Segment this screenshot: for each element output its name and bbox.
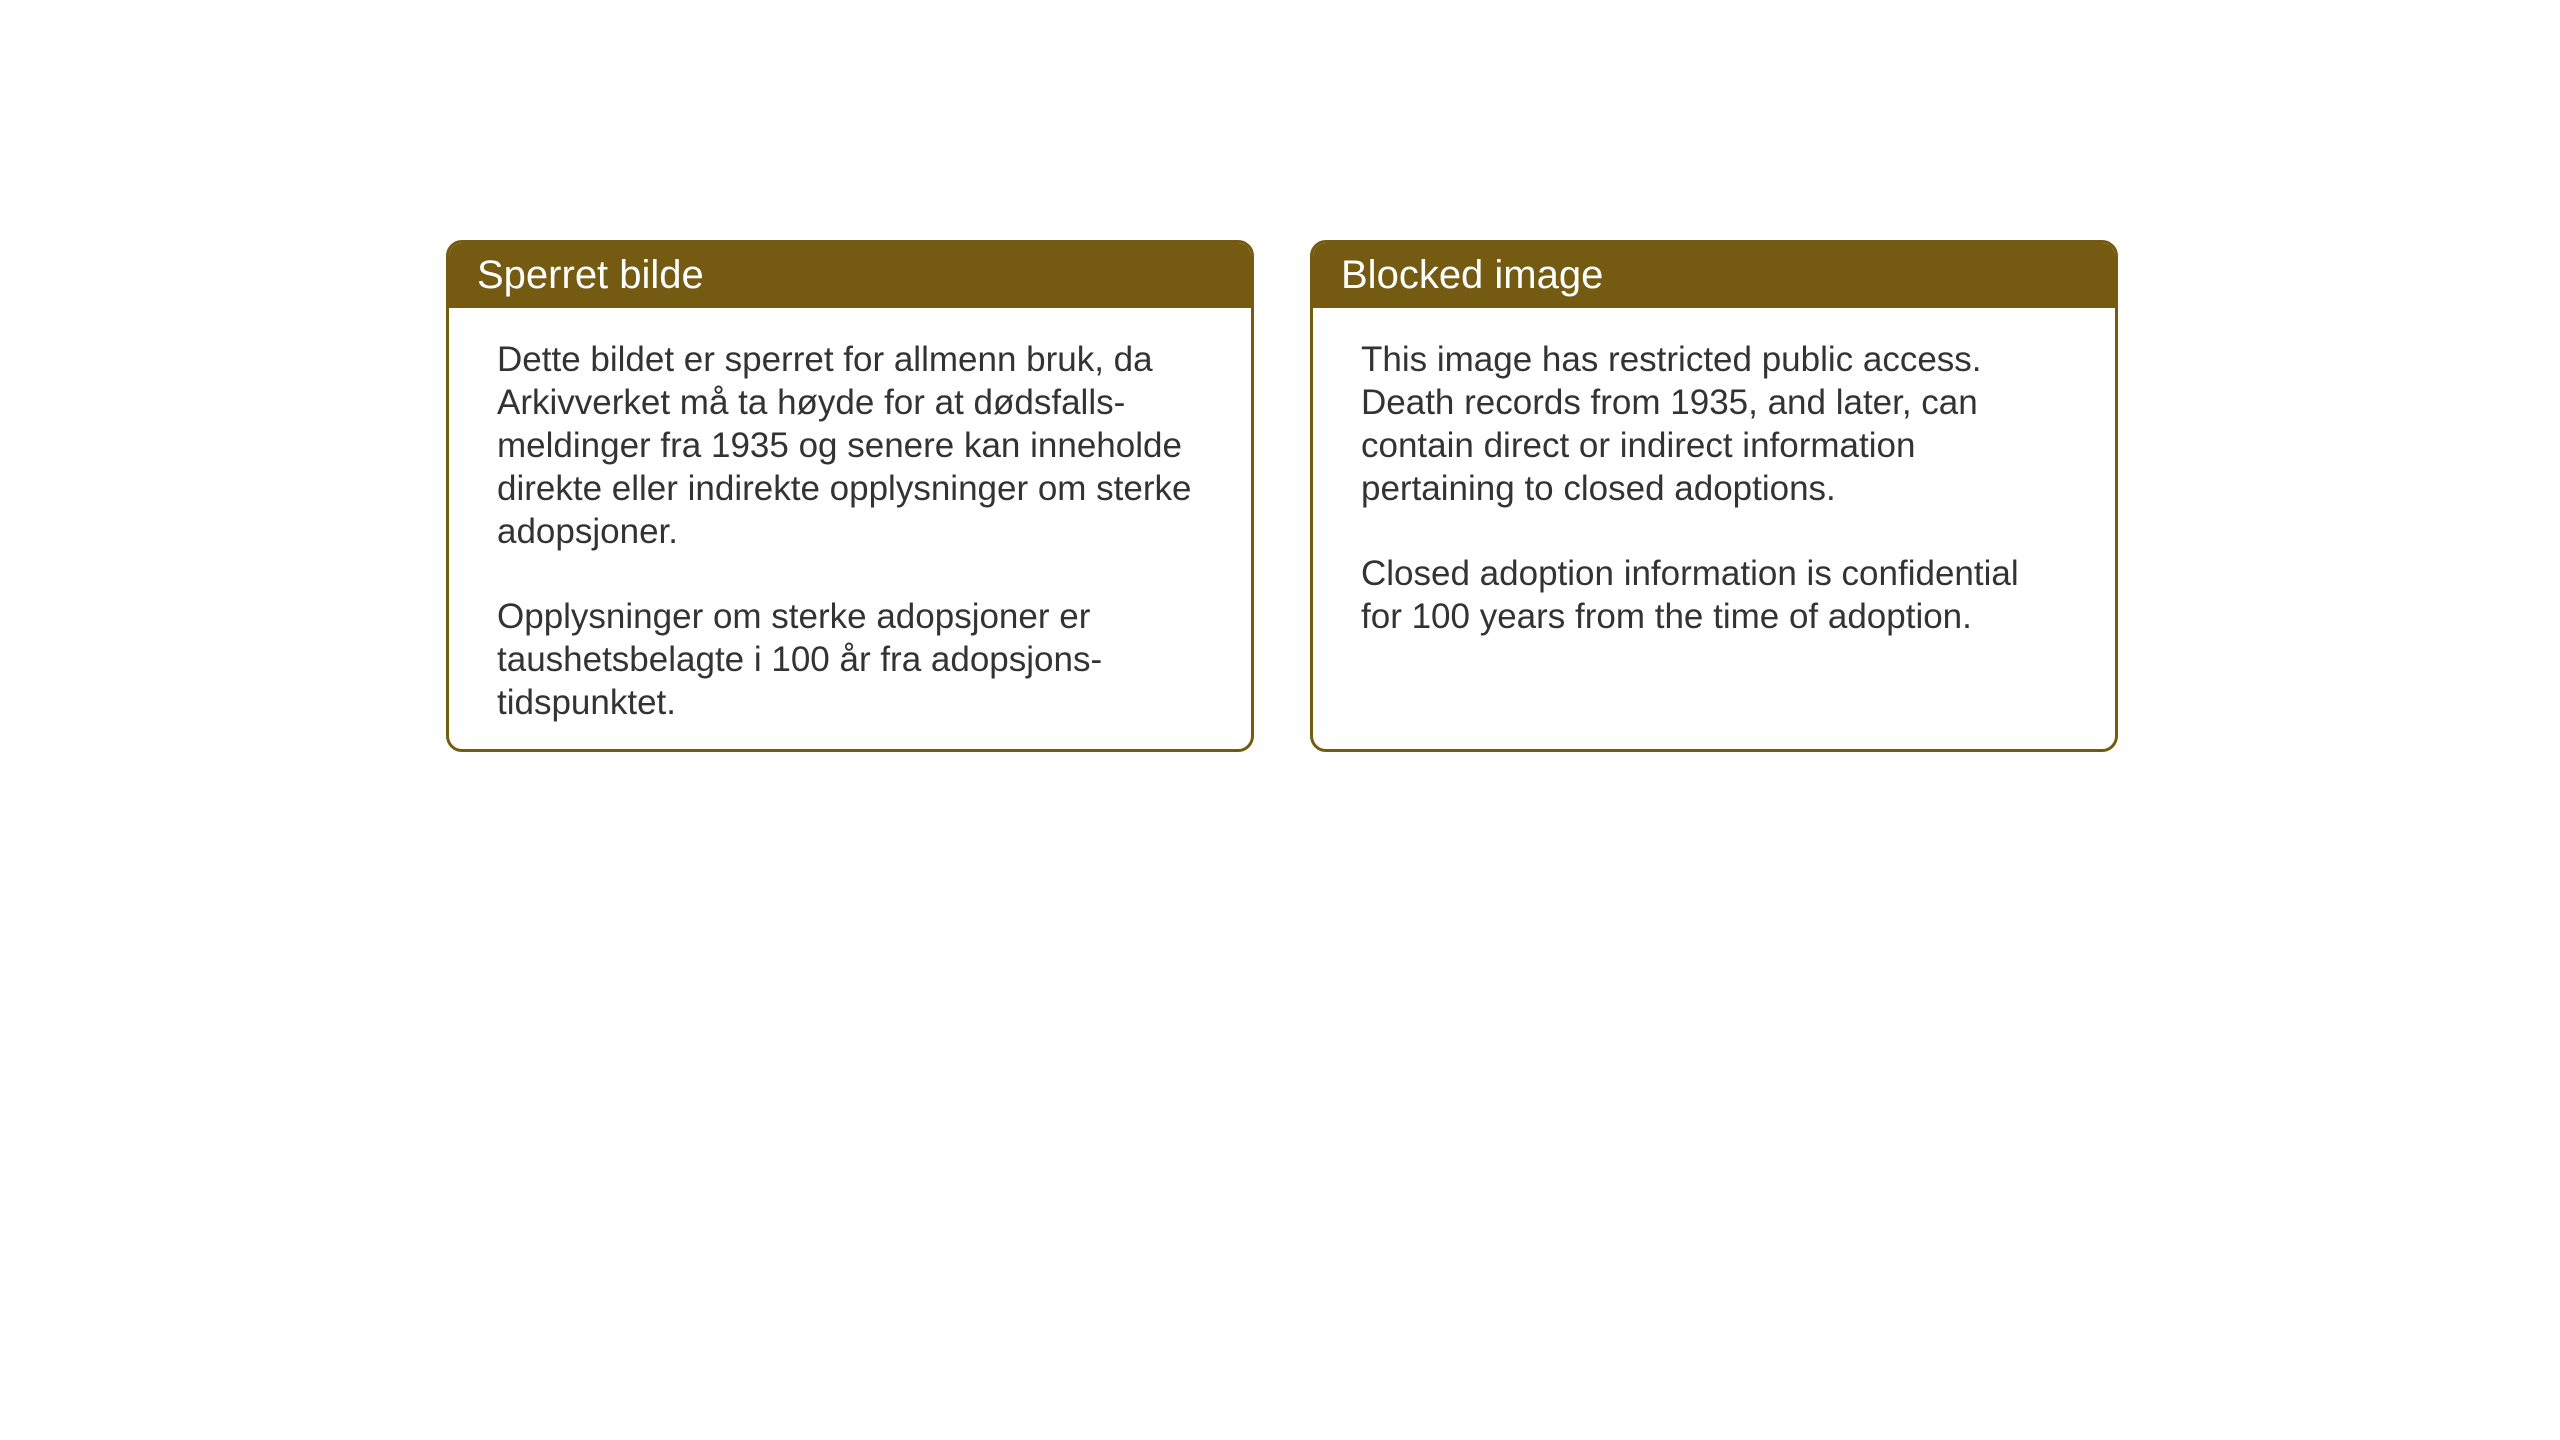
notice-body-english: This image has restricted public access.…: [1313, 308, 2115, 678]
notice-title-norwegian: Sperret bilde: [477, 253, 704, 297]
notice-header-english: Blocked image: [1313, 243, 2115, 308]
notice-title-english: Blocked image: [1341, 253, 1603, 297]
notice-paragraph-2-english: Closed adoption information is confident…: [1361, 552, 2067, 638]
notice-paragraph-1-english: This image has restricted public access.…: [1361, 338, 2067, 510]
notice-paragraph-2-norwegian: Opplysninger om sterke adopsjoner er tau…: [497, 595, 1203, 724]
notice-box-english: Blocked image This image has restricted …: [1310, 240, 2118, 752]
notice-header-norwegian: Sperret bilde: [449, 243, 1251, 308]
notice-container: Sperret bilde Dette bildet er sperret fo…: [446, 240, 2118, 752]
notice-box-norwegian: Sperret bilde Dette bildet er sperret fo…: [446, 240, 1254, 752]
notice-paragraph-1-norwegian: Dette bildet er sperret for allmenn bruk…: [497, 338, 1203, 553]
notice-body-norwegian: Dette bildet er sperret for allmenn bruk…: [449, 308, 1251, 752]
